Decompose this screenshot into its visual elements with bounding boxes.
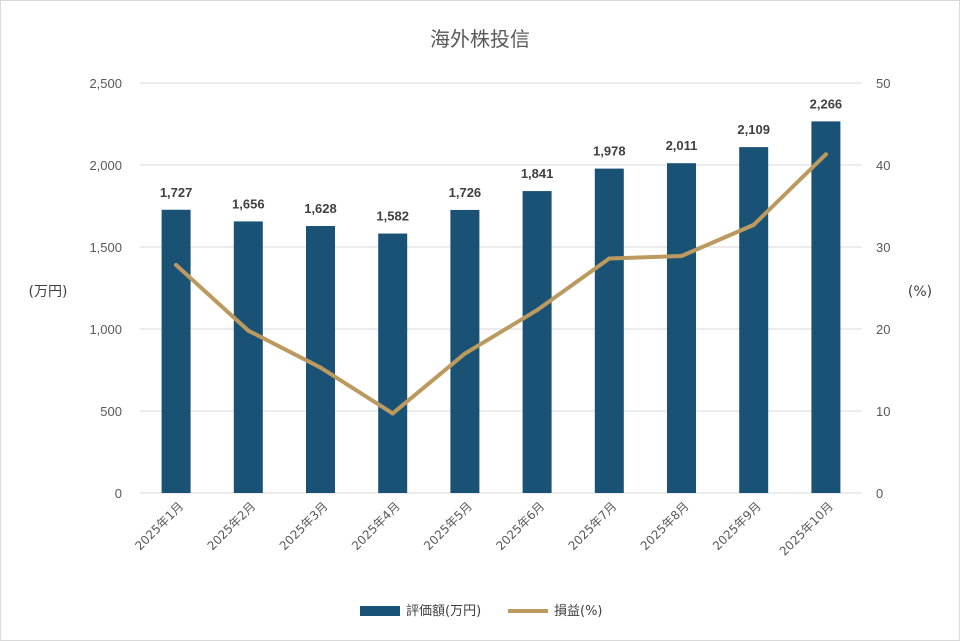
legend-label-bar: 評価額(万円) (406, 604, 481, 619)
category-label: 2025年5月 (421, 499, 475, 553)
right-axis-ticks: 0 10 20 30 40 50 (876, 76, 890, 501)
left-tick-label: 0 (115, 486, 122, 501)
bar-data-labels: 1,727 1,656 1,628 1,582 1,726 1,841 1,978 2,011… (160, 96, 842, 223)
legend-label-line: 損益(%) (554, 604, 603, 619)
line-point (535, 308, 540, 313)
left-tick-label: 2,000 (89, 158, 122, 173)
bar-data-label: 2,011 (666, 138, 698, 153)
right-tick-label: 10 (876, 404, 890, 419)
category-labels: 2025年1月 2025年2月 2025年3月 2025年4月 2025年5月 2025年… (132, 499, 836, 558)
line-point (246, 328, 251, 333)
left-axis-ticks: 0 500 1,000 1,500 2,000 2,500 (89, 76, 122, 501)
category-label: 2025年9月 (710, 499, 764, 553)
line-point (751, 222, 756, 227)
bar (378, 233, 408, 493)
line-point (390, 411, 395, 416)
chart-title: 海外株投信 (430, 27, 530, 51)
bar-data-label: 1,656 (232, 196, 265, 211)
line-point (462, 351, 467, 356)
line-point (318, 365, 323, 370)
category-label: 2025年7月 (566, 499, 620, 553)
bar-data-label: 1,726 (449, 185, 482, 200)
legend: 評価額(万円) 損益(%) (360, 604, 603, 619)
category-label: 2025年1月 (132, 499, 186, 553)
left-tick-label: 2,500 (89, 76, 122, 91)
bar (739, 147, 769, 493)
bar-data-label: 1,582 (376, 209, 409, 224)
bar-data-label: 1,978 (593, 144, 626, 159)
category-label: 2025年6月 (493, 499, 547, 553)
line-path (174, 152, 828, 416)
legend-swatch-bar (360, 606, 400, 616)
bar (522, 191, 552, 494)
left-tick-label: 500 (100, 404, 122, 419)
bar-data-label: 1,727 (160, 185, 193, 200)
right-tick-label: 30 (876, 240, 890, 255)
category-label: 2025年8月 (638, 499, 692, 553)
right-tick-label: 0 (876, 486, 883, 501)
bar (306, 226, 335, 493)
line-point (679, 254, 684, 259)
line-point (607, 256, 612, 261)
line-series (174, 152, 828, 416)
category-label: 2025年10月 (777, 499, 836, 558)
category-label: 2025年3月 (277, 499, 331, 553)
category-label: 2025年4月 (349, 499, 403, 553)
right-tick-label: 50 (876, 76, 890, 91)
bar (811, 121, 841, 493)
bar-series (161, 121, 841, 494)
bar (667, 163, 696, 494)
bar-data-label: 2,266 (810, 96, 843, 111)
bar (594, 168, 624, 493)
right-tick-label: 20 (876, 322, 890, 337)
category-label: 2025年2月 (205, 499, 259, 553)
bar (161, 209, 191, 493)
right-axis-title: (%) (908, 284, 932, 300)
bar-data-label: 1,628 (304, 201, 337, 216)
line-point (174, 263, 179, 268)
left-tick-label: 1,000 (89, 322, 122, 337)
left-axis-title: (万円) (29, 284, 68, 300)
bar-data-label: 1,841 (521, 166, 554, 181)
bar-data-label: 2,109 (737, 122, 770, 137)
left-tick-label: 1,500 (89, 240, 122, 255)
right-tick-label: 40 (876, 158, 890, 173)
line-point (823, 152, 828, 157)
bar (233, 221, 263, 493)
